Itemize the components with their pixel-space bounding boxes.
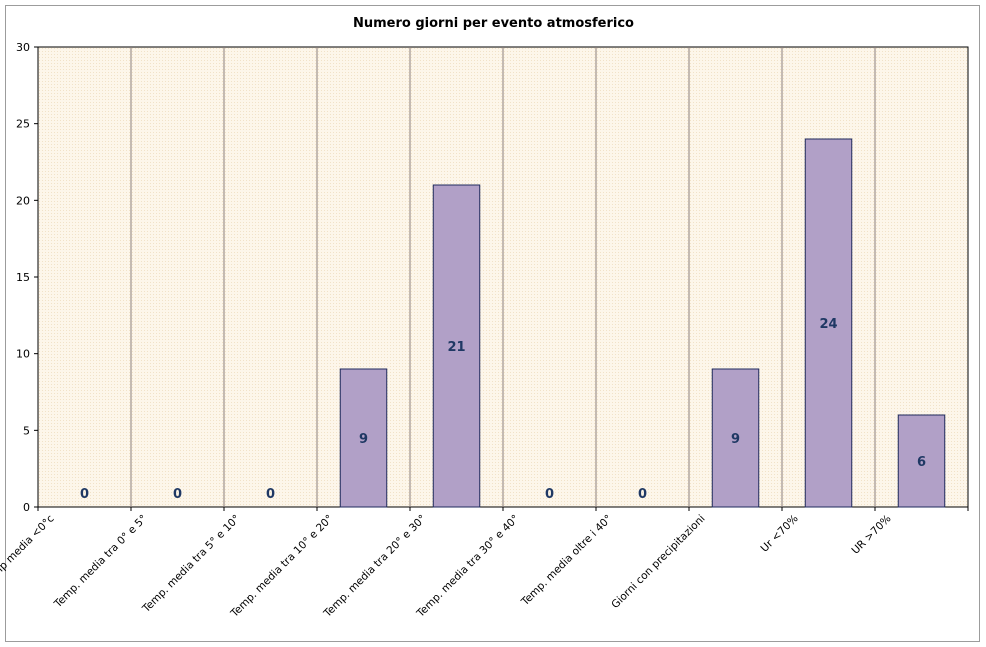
- data-label: 0: [266, 487, 275, 502]
- data-label: 21: [447, 340, 465, 355]
- bar: [804, 138, 853, 508]
- bar: [897, 414, 946, 508]
- x-tick-label: Temp. media tra 5° e 10°: [140, 513, 243, 616]
- data-label: 6: [917, 455, 926, 470]
- x-tick-label: Temp. media tra 30° e 40°: [414, 513, 522, 621]
- y-tick-label: 5: [23, 424, 30, 437]
- y-axis: 0 5 10 15 20 25 30: [16, 41, 38, 514]
- y-tick-label: 10: [16, 348, 30, 361]
- data-label: 9: [359, 432, 368, 447]
- x-tick-label: Temp. media tra 20° e 30°: [321, 513, 429, 621]
- x-tick-label: Temp. media oltre i 40°: [519, 513, 615, 609]
- data-label: 0: [80, 487, 89, 502]
- data-labels: 0 0 0 9 21 0 0 9 24 6: [80, 317, 926, 502]
- chart-title: Numero giorni per evento atmosferico: [353, 16, 634, 31]
- bar: [339, 368, 388, 508]
- y-tick-label: 30: [16, 41, 30, 54]
- x-tick-label: Ur <70%: [759, 513, 801, 555]
- data-label: 9: [731, 432, 740, 447]
- category-separators: [130, 47, 876, 507]
- x-tick-label: Temp. media tra 0° e 5°: [51, 513, 149, 611]
- bar: [432, 184, 481, 508]
- y-tick-label: 25: [16, 118, 30, 131]
- y-tick-label: 0: [23, 501, 30, 514]
- x-tick-label: UR >70%: [849, 513, 893, 557]
- y-tick-label: 20: [16, 194, 30, 207]
- data-label: 24: [819, 317, 837, 332]
- data-label: 0: [173, 487, 182, 502]
- y-tick-label: 15: [16, 271, 30, 284]
- x-tick-label: Temp. media tra 10° e 20°: [228, 513, 336, 621]
- data-label: 0: [638, 487, 647, 502]
- x-tick-label: Giorni con precipitazioni: [609, 513, 707, 611]
- bar: [711, 368, 760, 508]
- data-label: 0: [545, 487, 554, 502]
- bars: [339, 138, 946, 508]
- x-tick-label: Temp media <0°c: [0, 512, 57, 588]
